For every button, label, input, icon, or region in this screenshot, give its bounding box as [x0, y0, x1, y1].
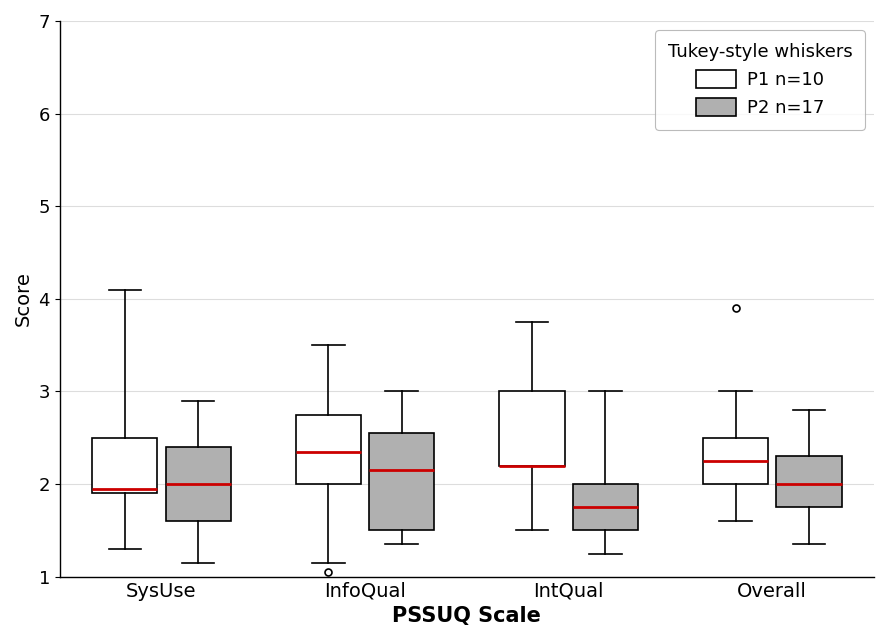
PathPatch shape: [499, 392, 565, 465]
Y-axis label: Score: Score: [14, 271, 33, 326]
X-axis label: PSSUQ Scale: PSSUQ Scale: [392, 606, 542, 626]
PathPatch shape: [573, 484, 638, 531]
Legend: P1 n=10, P2 n=17: P1 n=10, P2 n=17: [655, 30, 865, 130]
PathPatch shape: [369, 433, 434, 531]
PathPatch shape: [296, 415, 361, 484]
PathPatch shape: [776, 456, 842, 508]
PathPatch shape: [165, 447, 231, 521]
PathPatch shape: [703, 438, 768, 484]
PathPatch shape: [92, 438, 157, 493]
